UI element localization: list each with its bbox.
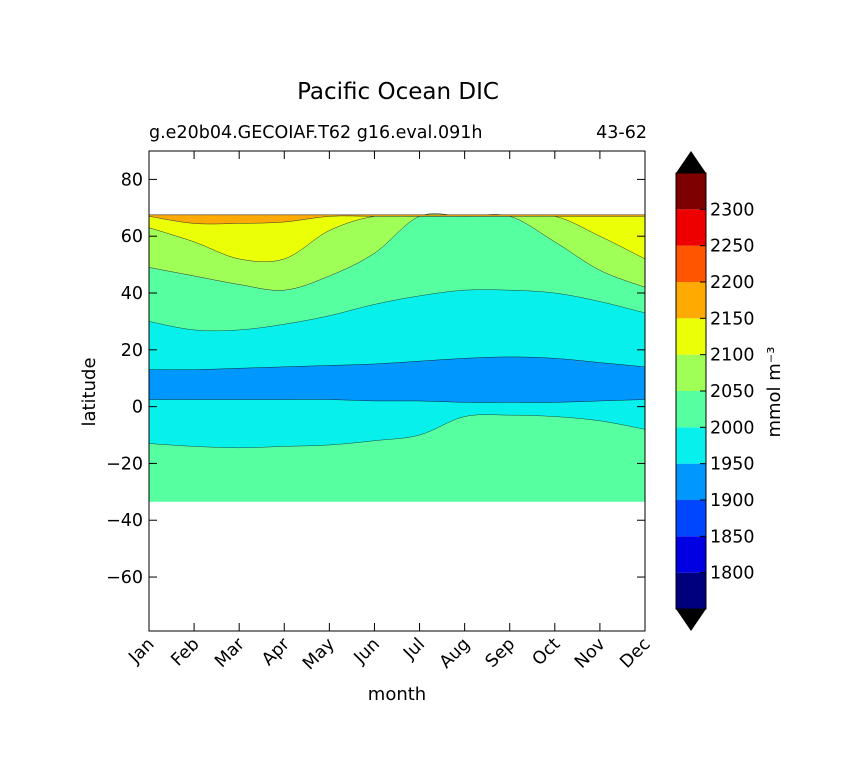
colorbar-tick-label: 1900 xyxy=(710,491,755,511)
y-tick-label: 0 xyxy=(132,398,143,418)
y-axis: 80 60 40 20 0 −20 −40 −60 xyxy=(106,170,645,588)
y-tick-label: 60 xyxy=(121,227,143,247)
y-tick-label: 20 xyxy=(121,341,143,361)
x-tick-label: Mar xyxy=(211,634,249,672)
x-tick-label: Jun xyxy=(350,634,384,668)
y-tick-label: −60 xyxy=(106,568,143,588)
plot-area: Jan Feb Mar Apr May Jun Jul Aug Sep Oct Nov Dec 80 6… xyxy=(106,150,655,674)
colorbar-segment xyxy=(676,463,706,500)
y-tick-label: −20 xyxy=(106,454,143,474)
plot-frame xyxy=(148,150,646,632)
colorbar-segment xyxy=(676,318,706,355)
x-tick-label: Sep xyxy=(482,634,519,671)
colorbar-tick-label: 1950 xyxy=(710,455,755,475)
colorbar-tick-label: 2300 xyxy=(710,200,755,220)
x-tick-label: Jul xyxy=(399,634,429,664)
x-tick-label: Feb xyxy=(168,634,204,670)
y-tick-label: 80 xyxy=(121,170,143,190)
colorbar-tick-label: 2150 xyxy=(710,309,755,329)
x-tick-label: Jan xyxy=(125,634,159,668)
colorbar-label: mmol m⁻³ xyxy=(764,346,785,437)
colorbar-segment xyxy=(676,209,706,246)
y-tick-label: 40 xyxy=(121,284,143,304)
colorbar-segment xyxy=(676,427,706,464)
chart-subtitle-left: g.e20b04.GECOIAF.T62 g16.eval.091h xyxy=(149,123,482,143)
colorbar-tick-label: 1850 xyxy=(710,527,755,547)
colorbar-segment xyxy=(676,173,706,210)
colorbar: 1800 1850 1900 1950 2000 2050 2100 2150 2200 2250… xyxy=(675,151,755,631)
contour-band-2150-2200 xyxy=(149,214,645,225)
colorbar-tick-label: 2050 xyxy=(710,382,755,402)
colorbar-tick-label: 1800 xyxy=(710,564,755,584)
y-axis-label: latitude xyxy=(79,357,100,426)
colorbar-tick-label: 2000 xyxy=(710,418,755,438)
colorbar-tick-label: 2250 xyxy=(710,237,755,257)
x-axis-label: month xyxy=(368,684,426,705)
colorbar-extend-high xyxy=(676,151,706,173)
colorbar-segment xyxy=(676,391,706,428)
x-tick-label: Dec xyxy=(616,634,654,672)
chart-subtitle-right: 43-62 xyxy=(596,123,647,143)
colorbar-segment xyxy=(676,536,706,573)
x-tick-label: Oct xyxy=(529,634,565,670)
chart-title: Pacific Ocean DIC xyxy=(297,79,499,105)
contour-fills xyxy=(149,213,645,502)
x-tick-label: May xyxy=(299,634,339,674)
contour-band-1900-1950 xyxy=(149,356,645,403)
colorbar-segment xyxy=(676,500,706,537)
x-tick-label: Apr xyxy=(258,634,294,670)
colorbar-segment xyxy=(676,354,706,391)
colorbar-tick-label: 2100 xyxy=(710,346,755,366)
colorbar-tick-label: 2200 xyxy=(710,273,755,293)
x-tick-label: Nov xyxy=(571,634,609,672)
y-tick-label: −40 xyxy=(106,511,143,531)
x-tick-label: Aug xyxy=(436,634,474,672)
colorbar-extend-low xyxy=(676,609,706,631)
colorbar-segment xyxy=(676,572,706,609)
colorbar-segment xyxy=(676,245,706,282)
colorbar-segment xyxy=(676,282,706,319)
